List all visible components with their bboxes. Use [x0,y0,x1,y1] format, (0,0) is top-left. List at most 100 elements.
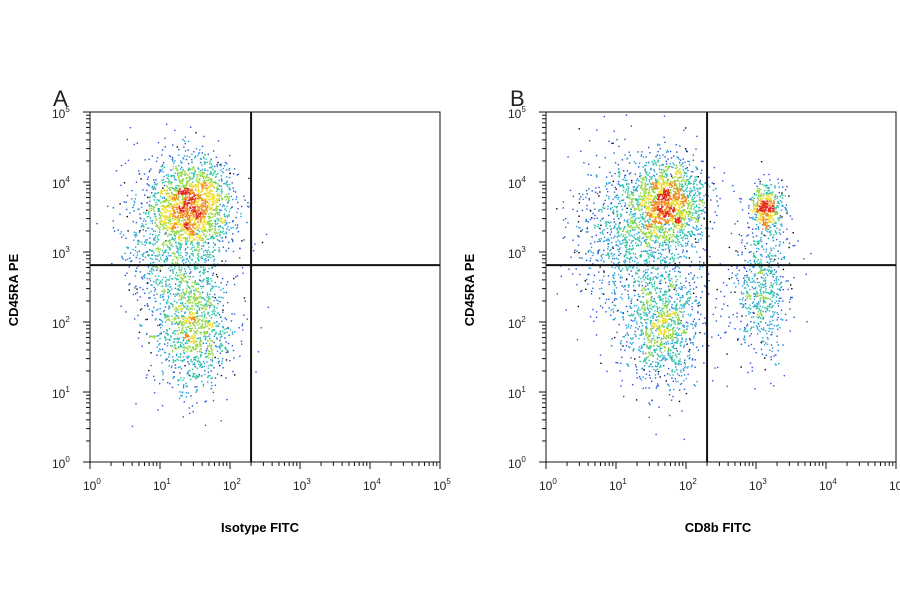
event-dot [148,292,150,294]
event-dot [744,267,746,270]
event-dot [595,234,597,236]
event-dot [165,231,167,234]
event-dot [186,342,189,344]
event-dot [201,197,203,199]
event-dot [112,220,114,222]
event-dot [753,193,756,195]
event-dot [183,401,185,403]
event-dot [773,355,775,357]
event-dot [620,385,622,387]
event-dot [178,397,181,399]
event-dot [133,200,136,202]
event-dot [193,293,195,295]
event-dot [172,361,174,364]
event-dot [194,297,196,299]
event-dot [197,259,200,261]
event-dot [225,193,228,196]
event-dot [184,302,187,305]
event-dot [162,228,164,230]
event-dot [185,222,187,225]
event-dot [210,167,213,169]
event-dot [192,322,195,324]
event-dot [193,211,196,213]
event-dot [185,187,187,190]
event-dot [217,239,220,242]
event-dot [207,320,210,323]
event-dot [728,316,730,318]
event-dot [210,172,212,174]
event-dot [213,300,215,302]
event-dot [182,217,185,219]
event-dot [183,202,186,204]
event-dot [232,370,234,373]
event-dot [197,241,199,243]
event-dot [669,162,671,165]
event-dot [202,212,204,214]
event-dot [203,172,206,174]
event-dot [657,144,659,146]
event-dot [186,288,188,290]
event-dot [215,346,218,348]
event-dot [680,382,683,385]
event-dot [186,329,188,331]
event-dot [204,219,206,221]
event-dot [700,276,703,278]
event-dot [139,325,142,327]
event-dot [177,337,179,340]
event-dot [212,329,214,331]
event-dot [202,221,205,223]
event-dot [592,263,594,265]
event-dot [161,285,163,288]
event-dot [164,335,166,338]
event-dot [746,274,748,276]
event-dot [211,207,213,209]
event-dot [665,163,668,165]
event-dot [201,308,204,310]
event-dot [214,297,216,299]
event-dot [692,159,695,161]
event-dot [787,280,789,282]
event-dot [225,169,228,171]
event-dot [184,171,186,173]
event-dot [693,281,696,284]
event-dot [149,233,151,235]
event-dot [197,197,199,199]
event-dot [177,315,179,317]
event-dot [157,247,159,249]
event-dot [229,360,231,362]
event-dot [189,312,191,314]
event-dot [199,301,201,303]
event-dot [197,246,199,248]
event-dot [213,187,216,189]
event-dot [162,222,164,225]
event-dot [183,323,185,326]
event-dot [623,170,625,172]
event-dot [220,334,223,336]
event-dot [581,229,583,231]
event-dot [225,210,227,212]
event-dot [164,218,166,221]
event-dot [153,392,156,394]
event-dot [213,231,216,233]
event-dot [186,258,188,260]
event-dot [195,197,197,199]
event-dot [765,273,768,275]
event-dot [189,350,191,352]
event-dot [195,132,197,134]
event-dot [145,239,147,241]
event-dot [599,240,601,243]
event-dot [783,375,785,377]
event-dot [180,223,182,225]
event-dot [700,296,702,299]
event-dot [185,209,187,211]
event-dot [658,337,660,339]
event-dot [195,345,197,347]
event-dot [171,200,174,202]
event-dot [212,324,214,326]
event-dot [169,275,171,277]
event-dot [232,233,234,235]
event-dot [613,274,615,276]
event-dot [697,241,699,244]
event-dot [232,226,234,229]
event-dot [170,302,172,304]
